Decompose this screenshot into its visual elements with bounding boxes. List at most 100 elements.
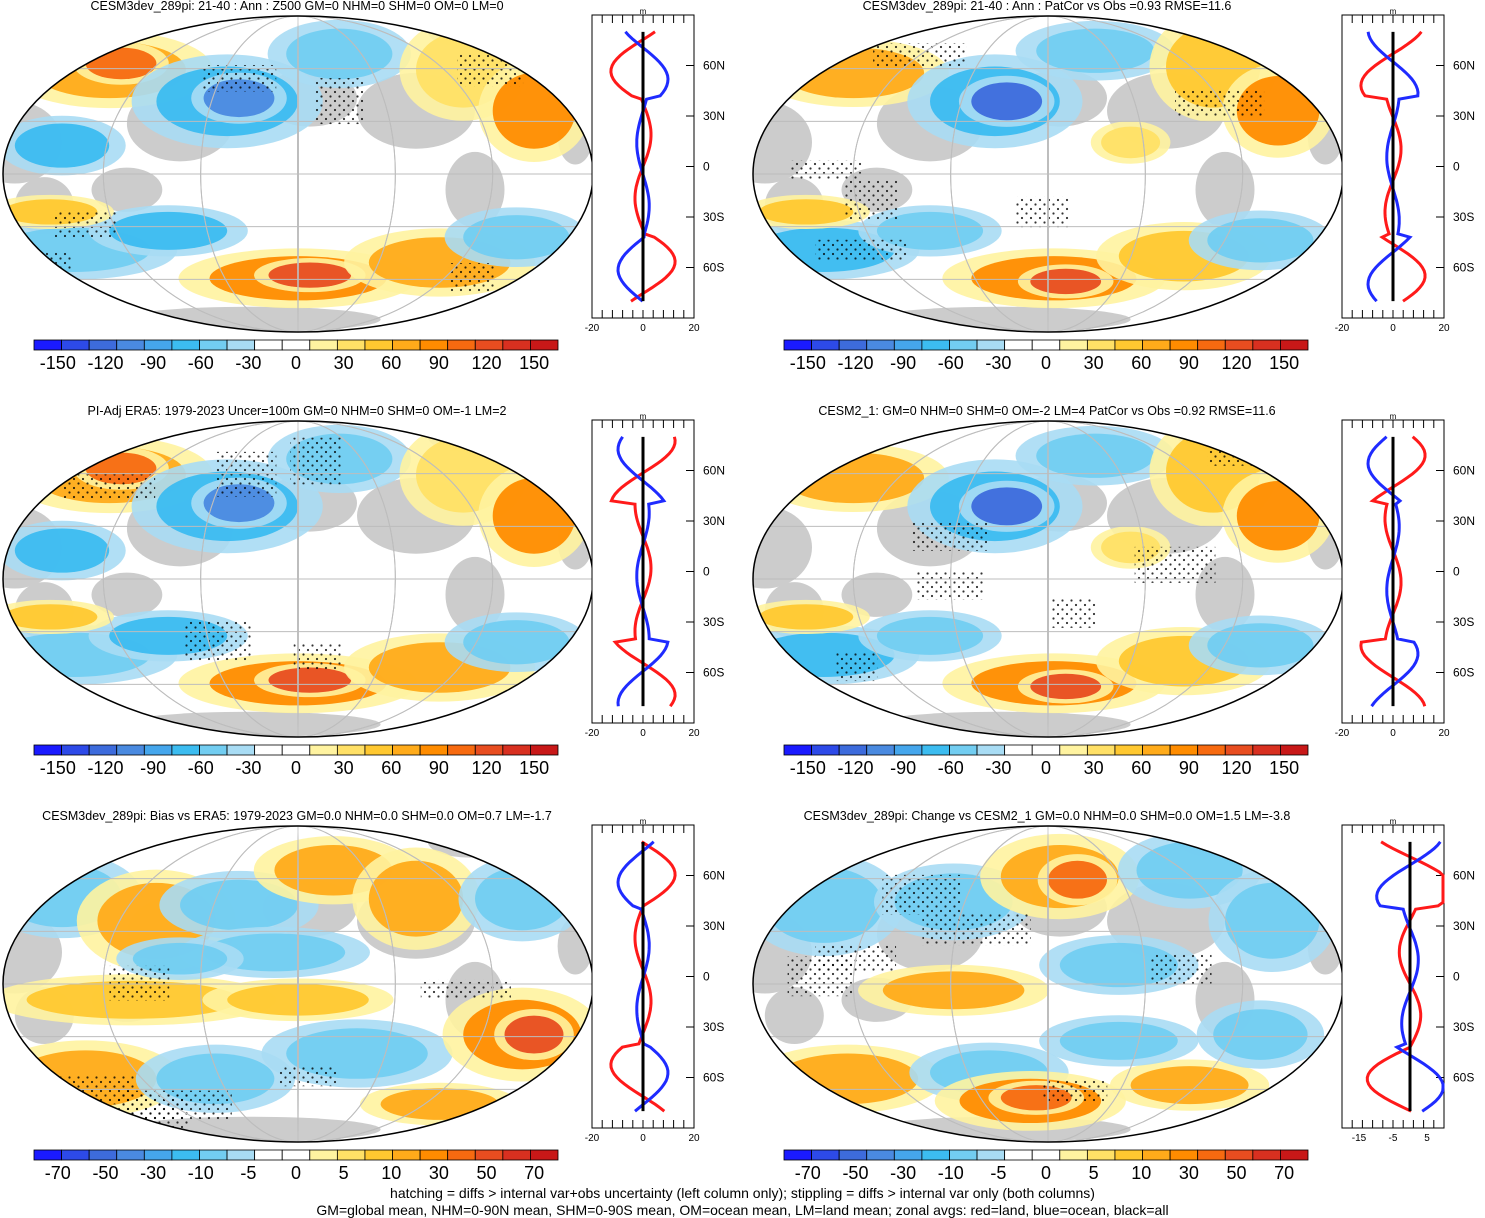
colorbar-swatch	[1031, 1149, 1061, 1161]
profile-xtick-label: 5	[1424, 1133, 1430, 1144]
colorbar-swatch	[1059, 339, 1088, 351]
colorbar-tick-label: -120	[837, 353, 873, 373]
colorbar-swatch	[1142, 339, 1171, 351]
profile-ytick-label: 60N	[1453, 869, 1475, 883]
colorbar-swatch	[1004, 744, 1033, 756]
colorbar-tick-label: -60	[188, 758, 214, 778]
colorbar-tick-label: 10	[381, 1163, 401, 1183]
field-contour	[971, 487, 1043, 526]
colorbar-swatch	[921, 339, 950, 351]
field-contour	[876, 616, 984, 655]
profile-ytick-label: 30N	[1453, 919, 1475, 933]
panel-title: CESM3dev_289pi: 21-40 : Ann : Z500 GM=0 …	[90, 0, 503, 13]
field-contour	[776, 1053, 919, 1105]
profile-ytick-label: 60N	[703, 464, 725, 478]
ocean-mean-curve	[1366, 435, 1420, 708]
profile-ytick-label: 60S	[703, 1071, 724, 1085]
colorbar-swatch	[392, 1149, 421, 1161]
profile-ytick-label: 60N	[1453, 464, 1475, 478]
map-field	[3, 421, 593, 737]
colorbar-tick-label: 30	[334, 758, 354, 778]
colorbar-swatch	[1142, 1149, 1171, 1161]
colorbar-tick-label: -90	[890, 758, 916, 778]
longitude-line	[1047, 421, 1049, 737]
stippling	[293, 642, 341, 671]
profile-xtick-label: 20	[1438, 728, 1450, 739]
field-contour	[492, 477, 576, 554]
profile-xtick-label: -20	[1335, 728, 1350, 739]
field-contour	[1036, 433, 1155, 478]
colorbar-tick-label: 0	[291, 758, 301, 778]
colorbar-swatch	[1197, 339, 1226, 351]
colorbar-tick-label: 30	[1084, 353, 1104, 373]
field-contour	[1213, 1009, 1308, 1060]
profile-ytick-label: 60S	[703, 666, 724, 680]
profile-ytick-label: 30S	[1453, 615, 1474, 629]
field-contour	[504, 1015, 564, 1054]
colorbar-swatch	[336, 1149, 366, 1161]
ocean-mean-curve	[1375, 840, 1445, 1113]
longitude-line	[1047, 16, 1049, 332]
colorbar-swatch	[838, 744, 868, 756]
profile-ytick-label: 60S	[1453, 666, 1474, 680]
profile-ytick-label: 30N	[1453, 109, 1475, 123]
stippling	[63, 474, 156, 499]
colorbar-tick-label: 120	[472, 353, 502, 373]
colorbar-swatch	[1114, 1149, 1143, 1161]
field-contour	[1030, 673, 1102, 700]
colorbar-swatch	[61, 339, 90, 351]
panel-2: CESM3dev_289pi: 21-40 : Ann : PatCor vs …	[752, 0, 1475, 373]
map-field	[3, 16, 593, 332]
colorbar-swatch	[474, 744, 504, 756]
field-contour	[971, 82, 1043, 121]
colorbar-tick-label: -30	[985, 353, 1011, 373]
colorbar-swatch	[1059, 744, 1088, 756]
map-land	[445, 556, 505, 633]
field-contour	[1225, 882, 1320, 959]
colorbar-tick-label: 5	[1089, 1163, 1099, 1183]
profile-ytick-label: 30N	[703, 514, 725, 528]
colorbar-swatch	[474, 1149, 504, 1161]
stippling	[1041, 1080, 1108, 1103]
profile-xtick-label: -5	[1389, 1133, 1398, 1144]
map-field	[753, 421, 1343, 737]
colorbar-swatch	[419, 744, 449, 756]
profile-xtick-label: 20	[1438, 323, 1450, 334]
profile-ytick-label: 0	[703, 565, 710, 579]
stippling	[215, 451, 277, 497]
colorbar-swatch	[447, 1149, 476, 1161]
colorbar-tick-label: 0	[1041, 758, 1051, 778]
zonal-profile: m -20 0 20 60N 30N 0 30S 60S	[585, 817, 725, 1144]
profile-ytick-label: 60N	[1453, 59, 1475, 73]
colorbar-swatch	[143, 744, 173, 756]
colorbar-tick-label: 90	[429, 758, 449, 778]
land-mean-curve	[1359, 30, 1427, 303]
colorbar-swatch	[1086, 339, 1116, 351]
colorbar-swatch	[530, 1149, 559, 1161]
profile-xtick-label: 20	[688, 728, 700, 739]
field-contour	[463, 620, 570, 665]
colorbar-swatch	[811, 1149, 840, 1161]
stippling	[836, 651, 878, 682]
colorbar-swatch	[336, 744, 366, 756]
colorbar-swatch	[199, 339, 228, 351]
colorbar-tick-label: -30	[235, 353, 261, 373]
field-contour	[1059, 1021, 1178, 1060]
colorbar-tick-label: 120	[1222, 758, 1252, 778]
field-contour	[14, 528, 110, 573]
colorbar-swatch	[949, 339, 978, 351]
profile-ytick-label: 60S	[1453, 1071, 1474, 1085]
colorbar-swatch	[1252, 744, 1281, 756]
colorbar-swatch	[309, 339, 338, 351]
colorbar: -70 -50 -30 -10 -5 0 5 10 30 50 70	[783, 1149, 1309, 1183]
longitude-line	[200, 826, 396, 1142]
colorbar-tick-label: 30	[429, 1163, 449, 1183]
colorbar-swatch	[281, 339, 311, 351]
longitude-line	[1047, 826, 1049, 1142]
colorbar-swatch	[1114, 744, 1143, 756]
stippling	[109, 965, 170, 1001]
colorbar-swatch	[1252, 1149, 1281, 1161]
colorbar-swatch	[1197, 1149, 1226, 1161]
colorbar-swatch	[116, 339, 145, 351]
